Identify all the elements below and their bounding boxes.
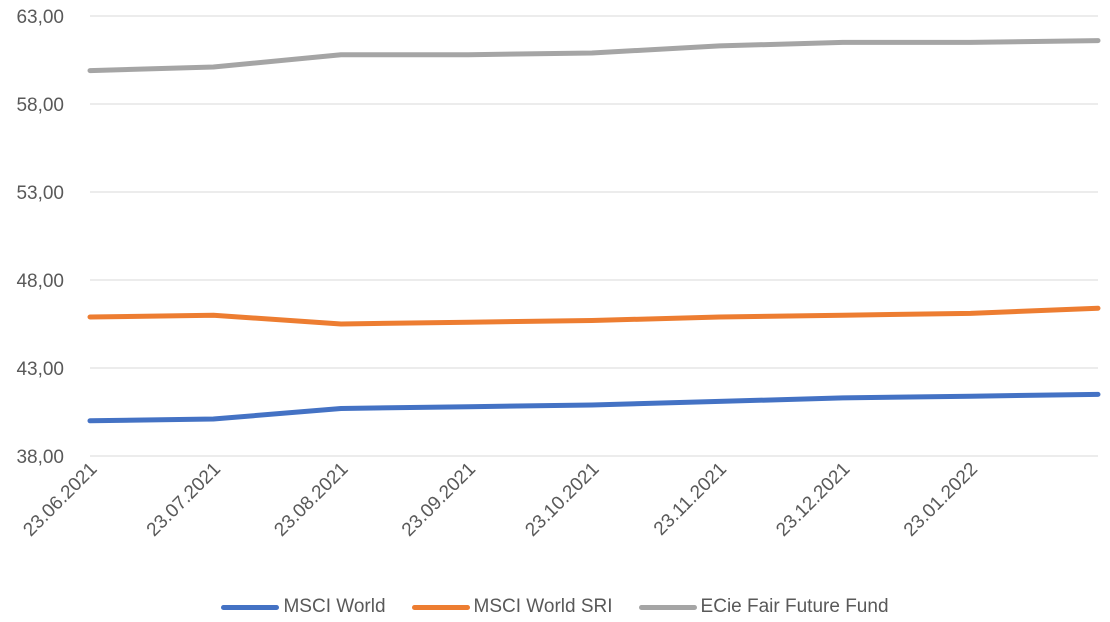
y-tick-label: 43,00 — [16, 359, 64, 380]
x-tick-label: 23.06.2021 — [19, 459, 101, 541]
legend-label-ecie-fair-future-fund: ECie Fair Future Fund — [700, 596, 889, 617]
y-tick-label: 63,00 — [16, 7, 64, 28]
y-tick-label: 53,00 — [16, 183, 64, 204]
series-lines — [87, 38, 1101, 424]
x-tick-label: 23.11.2021 — [650, 459, 731, 540]
x-tick-label: 23.12.2021 — [772, 459, 854, 541]
x-tick-label: 23.10.2021 — [521, 459, 603, 541]
gridlines — [90, 15, 1098, 457]
x-axis-ticks: 23.06.2021 23.07.2021 23.08.2021 23.09.2021… — [19, 459, 982, 541]
y-tick-label: 38,00 — [16, 447, 64, 468]
legend-label-msci-world: MSCI World — [283, 596, 386, 617]
legend: MSCI World MSCI World SRI ECie Fair Futu… — [0, 592, 1110, 622]
legend-item-msci-world-sri[interactable]: MSCI World SRI — [411, 596, 613, 618]
y-tick-label: 58,00 — [16, 95, 64, 116]
y-axis-ticks: 38,00 43,00 48,00 53,00 58,00 63,00 — [16, 7, 64, 468]
legend-item-ecie-fair-future-fund[interactable]: ECie Fair Future Fund — [638, 596, 889, 618]
legend-swatch-msci-world-sri — [411, 604, 470, 610]
series-line-2 — [87, 38, 1101, 74]
legend-item-msci-world[interactable]: MSCI World — [221, 596, 386, 618]
series-line-0 — [87, 391, 1101, 424]
legend-swatch-msci-world — [221, 604, 280, 610]
series-line-1 — [87, 305, 1101, 327]
x-tick-label: 23.01.2022 — [900, 459, 982, 541]
legend-label-msci-world-sri: MSCI World SRI — [473, 596, 613, 617]
x-tick-label: 23.09.2021 — [398, 459, 480, 541]
y-tick-label: 48,00 — [16, 271, 64, 292]
x-tick-label: 23.08.2021 — [270, 459, 352, 541]
x-tick-label: 23.07.2021 — [143, 459, 225, 541]
legend-swatch-ecie-fair-future-fund — [638, 604, 697, 610]
